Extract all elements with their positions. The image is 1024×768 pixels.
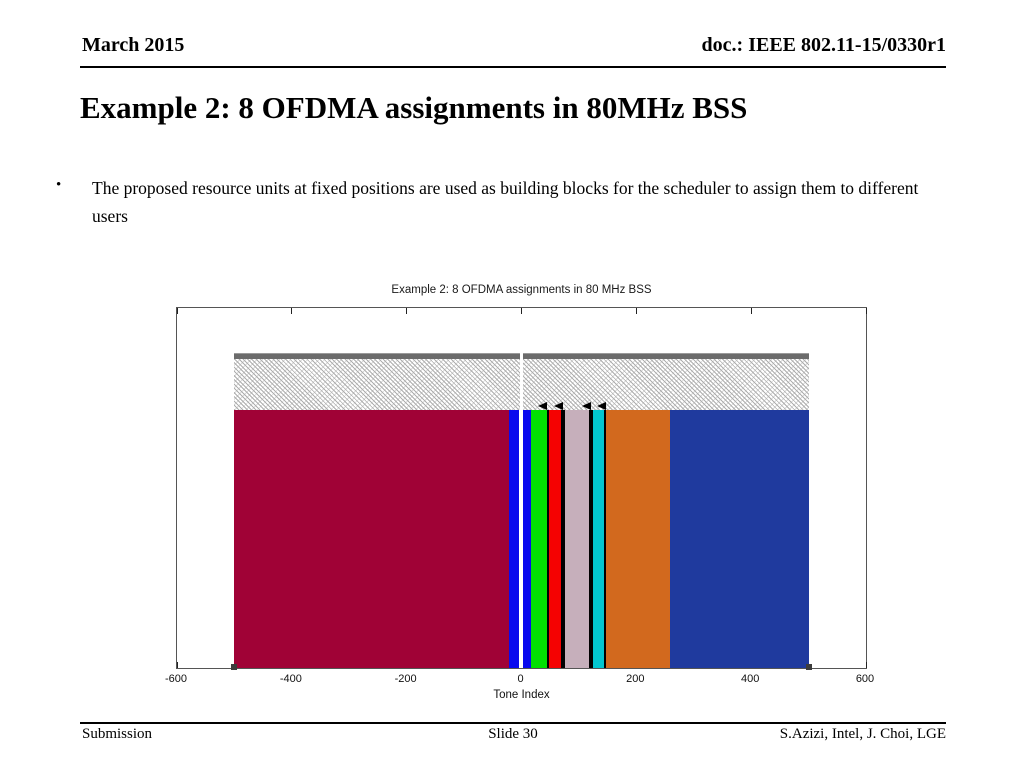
xtick-label: 200 xyxy=(626,673,645,685)
segment-assignment-4 xyxy=(547,410,564,668)
segment-assignment-3 xyxy=(530,410,548,668)
boundary-arrow-icon xyxy=(554,402,564,410)
segment-assignment-2a xyxy=(508,410,520,668)
xtick-label: -600 xyxy=(164,673,188,685)
segment-assignment-7 xyxy=(605,410,670,668)
xtick-label: 400 xyxy=(740,673,760,685)
band-edge-marker xyxy=(231,664,238,670)
page-title: Example 2: 8 OFDMA assignments in 80MHz … xyxy=(80,90,748,125)
boundary-arrow-icon xyxy=(538,402,548,410)
xtick-label: 600 xyxy=(855,673,875,685)
footer-submission: Submission xyxy=(82,726,153,742)
axis-tick-top xyxy=(521,308,522,314)
slide-footer: Slide 30 Submission S.Azizi, Intel, J. C… xyxy=(80,726,946,748)
footer-divider xyxy=(80,722,946,724)
boundary-arrow-icon xyxy=(581,402,591,410)
segment-assignment-1 xyxy=(234,410,509,668)
segment-assignment-5 xyxy=(563,410,591,668)
chart-plot-box xyxy=(176,307,867,670)
axis-tick-bottom xyxy=(865,662,867,668)
chart-title: Example 2: 8 OFDMA assignments in 80 MHz… xyxy=(391,284,652,296)
xtick-label: -200 xyxy=(394,673,417,685)
axis-tick-top xyxy=(291,308,293,314)
segment-assignment-8 xyxy=(669,410,809,668)
axis-tick-top xyxy=(865,308,867,314)
segment-assignment-2b xyxy=(522,410,531,668)
bullet-marker: • xyxy=(56,177,62,193)
axis-tick-bottom xyxy=(176,662,178,668)
header-doc-number: doc.: IEEE 802.11-15/0330r1 xyxy=(701,34,946,56)
axis-tick-top xyxy=(176,308,178,314)
segment-assignment-6 xyxy=(590,410,606,668)
axis-tick-top xyxy=(750,308,752,314)
xtick-label: -400 xyxy=(279,673,302,685)
dc-tone-line xyxy=(520,353,523,668)
footer-slide-number: Slide 30 xyxy=(488,726,538,742)
slide-header: March 2015 doc.: IEEE 802.11-15/0330r1 xyxy=(80,34,946,64)
band-edge-marker xyxy=(805,664,812,670)
xtick-label: 0 xyxy=(517,673,524,685)
chart-plot-area xyxy=(176,308,867,670)
chart-xaxis-label: Tone Index xyxy=(493,689,550,701)
boundary-arrow-icon xyxy=(596,402,606,410)
header-divider xyxy=(80,66,946,68)
axis-tick-top xyxy=(406,308,408,314)
axis-tick-top xyxy=(635,308,637,314)
header-date: March 2015 xyxy=(82,34,185,56)
footer-authors: S.Azizi, Intel, J. Choi, LGE xyxy=(779,726,946,742)
bullet-text: The proposed resource units at fixed pos… xyxy=(92,178,919,226)
